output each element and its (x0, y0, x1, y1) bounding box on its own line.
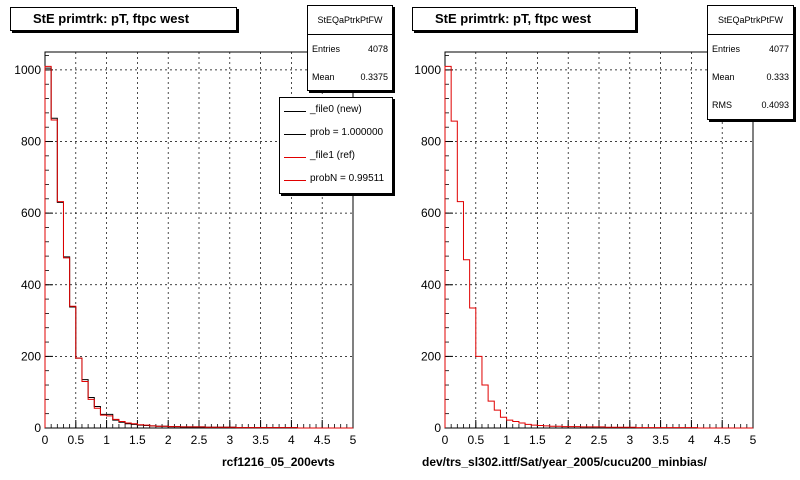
legend-label-prob: prob = 1.000000 (310, 127, 384, 138)
legend-swatch-probn (284, 180, 306, 181)
left-y-tick-label: 400 (21, 278, 41, 292)
right-x-tick-label: 5 (750, 433, 757, 447)
right-plot-title-box: StE primtrk: pT, ftpc west (412, 7, 636, 31)
right-y-tick-label: 400 (421, 278, 441, 292)
right-x-axis-title: dev/trs_sl302.ittf/Sat/year_2005/cucu200… (422, 455, 707, 469)
legend-entry-prob: prob = 1.000000 (280, 123, 392, 147)
left-x-tick-label: 3.5 (252, 433, 269, 447)
right-stats-label-rms: RMS (712, 100, 732, 110)
left-y-tick-label: 1000 (14, 63, 41, 77)
right-x-tick-label: 3.5 (652, 433, 669, 447)
right-x-tick-label: 0 (442, 433, 449, 447)
right-x-tick-label: 2.5 (591, 433, 608, 447)
left-stats-name: StEQaPtrkPtFW (308, 6, 392, 35)
left-stats-label-entries: Entries (312, 44, 341, 54)
left-x-tick-label: 1 (103, 433, 110, 447)
right-plot-frame (444, 51, 754, 429)
right-series-primary-line (444, 65, 753, 429)
left-y-tick-label: 800 (21, 135, 41, 149)
right-stats-name: StEQaPtrkPtFW (708, 6, 793, 35)
right-stats-row-mean: Mean 0.333 (708, 63, 793, 91)
legend-swatch-prob (284, 134, 306, 135)
left-y-tick-label: 200 (21, 349, 41, 363)
right-stats-value-entries: 4077 (768, 44, 789, 54)
legend-entry-probn: probN = 0.99511 (280, 169, 392, 193)
right-x-tick-label: 4 (688, 433, 695, 447)
right-plot-title: StE primtrk: pT, ftpc west (435, 11, 592, 26)
left-stats-row-mean: Mean 0.3375 (308, 63, 392, 91)
legend-entry-file1: _file1 (ref) (280, 146, 392, 170)
right-x-tick-label: 1.5 (529, 433, 546, 447)
left-y-tick-label: 0 (34, 421, 41, 435)
left-x-tick-label: 4 (288, 433, 295, 447)
left-plot-title-box: StE primtrk: pT, ftpc west (10, 7, 237, 31)
legend-entry-file0: _file0 (new) (280, 100, 392, 124)
left-x-tick-label: 3 (226, 433, 233, 447)
left-legend: _file0 (new) prob = 1.000000 _file1 (ref… (279, 97, 393, 194)
left-x-tick-label: 4.5 (314, 433, 331, 447)
right-x-tick-label: 4.5 (714, 433, 731, 447)
legend-label-file1: _file1 (ref) (310, 150, 356, 161)
right-stats-row-entries: Entries 4077 (708, 35, 793, 63)
right-y-tick-label: 800 (421, 135, 441, 149)
right-y-tick-label: 0 (434, 421, 441, 435)
left-stats-label-mean: Mean (312, 72, 335, 82)
left-series-secondary-line (44, 65, 353, 429)
right-x-tick-label: 3 (626, 433, 633, 447)
left-x-tick-label: 0.5 (67, 433, 84, 447)
left-x-axis-title: rcf1216_05_200evts (222, 455, 335, 469)
right-stats-label-mean: Mean (712, 72, 735, 82)
left-stats-value-mean: 0.3375 (360, 72, 388, 82)
left-y-tick-label: 600 (21, 206, 41, 220)
legend-swatch-file0 (284, 111, 306, 112)
right-stats-row-rms: RMS 0.4093 (708, 91, 793, 119)
left-x-tick-label: 1.5 (129, 433, 146, 447)
right-y-tick-label: 200 (421, 349, 441, 363)
right-stats-value-mean: 0.333 (766, 72, 789, 82)
left-stats-row-entries: Entries 4078 (308, 35, 392, 63)
left-stats-box: StEQaPtrkPtFW Entries 4078 Mean 0.3375 (307, 5, 393, 91)
left-stats-value-entries: 4078 (367, 44, 388, 54)
left-x-tick-label: 0 (42, 433, 49, 447)
left-x-tick-label: 2.5 (191, 433, 208, 447)
legend-label-file0: _file0 (new) (310, 104, 362, 115)
right-plot: 0 0.5 1 1.5 2 2.5 3 3.5 4 4.5 5 0 200 400 600 800 1000 (414, 51, 757, 447)
left-x-tick-label: 2 (165, 433, 172, 447)
right-x-tick-label: 1 (503, 433, 510, 447)
right-x-tick-label: 2 (565, 433, 572, 447)
right-stats-box: StEQaPtrkPtFW Entries 4077 Mean 0.333 RM… (707, 5, 794, 120)
right-x-tick-label: 0.5 (467, 433, 484, 447)
left-x-tick-label: 5 (350, 433, 357, 447)
legend-label-probn: probN = 0.99511 (310, 173, 385, 184)
left-plot-title: StE primtrk: pT, ftpc west (33, 11, 190, 26)
legend-swatch-file1 (284, 157, 306, 158)
right-y-tick-label: 600 (421, 206, 441, 220)
right-y-tick-label: 1000 (414, 63, 441, 77)
right-stats-label-entries: Entries (712, 44, 741, 54)
right-stats-value-rms: 0.4093 (761, 100, 789, 110)
